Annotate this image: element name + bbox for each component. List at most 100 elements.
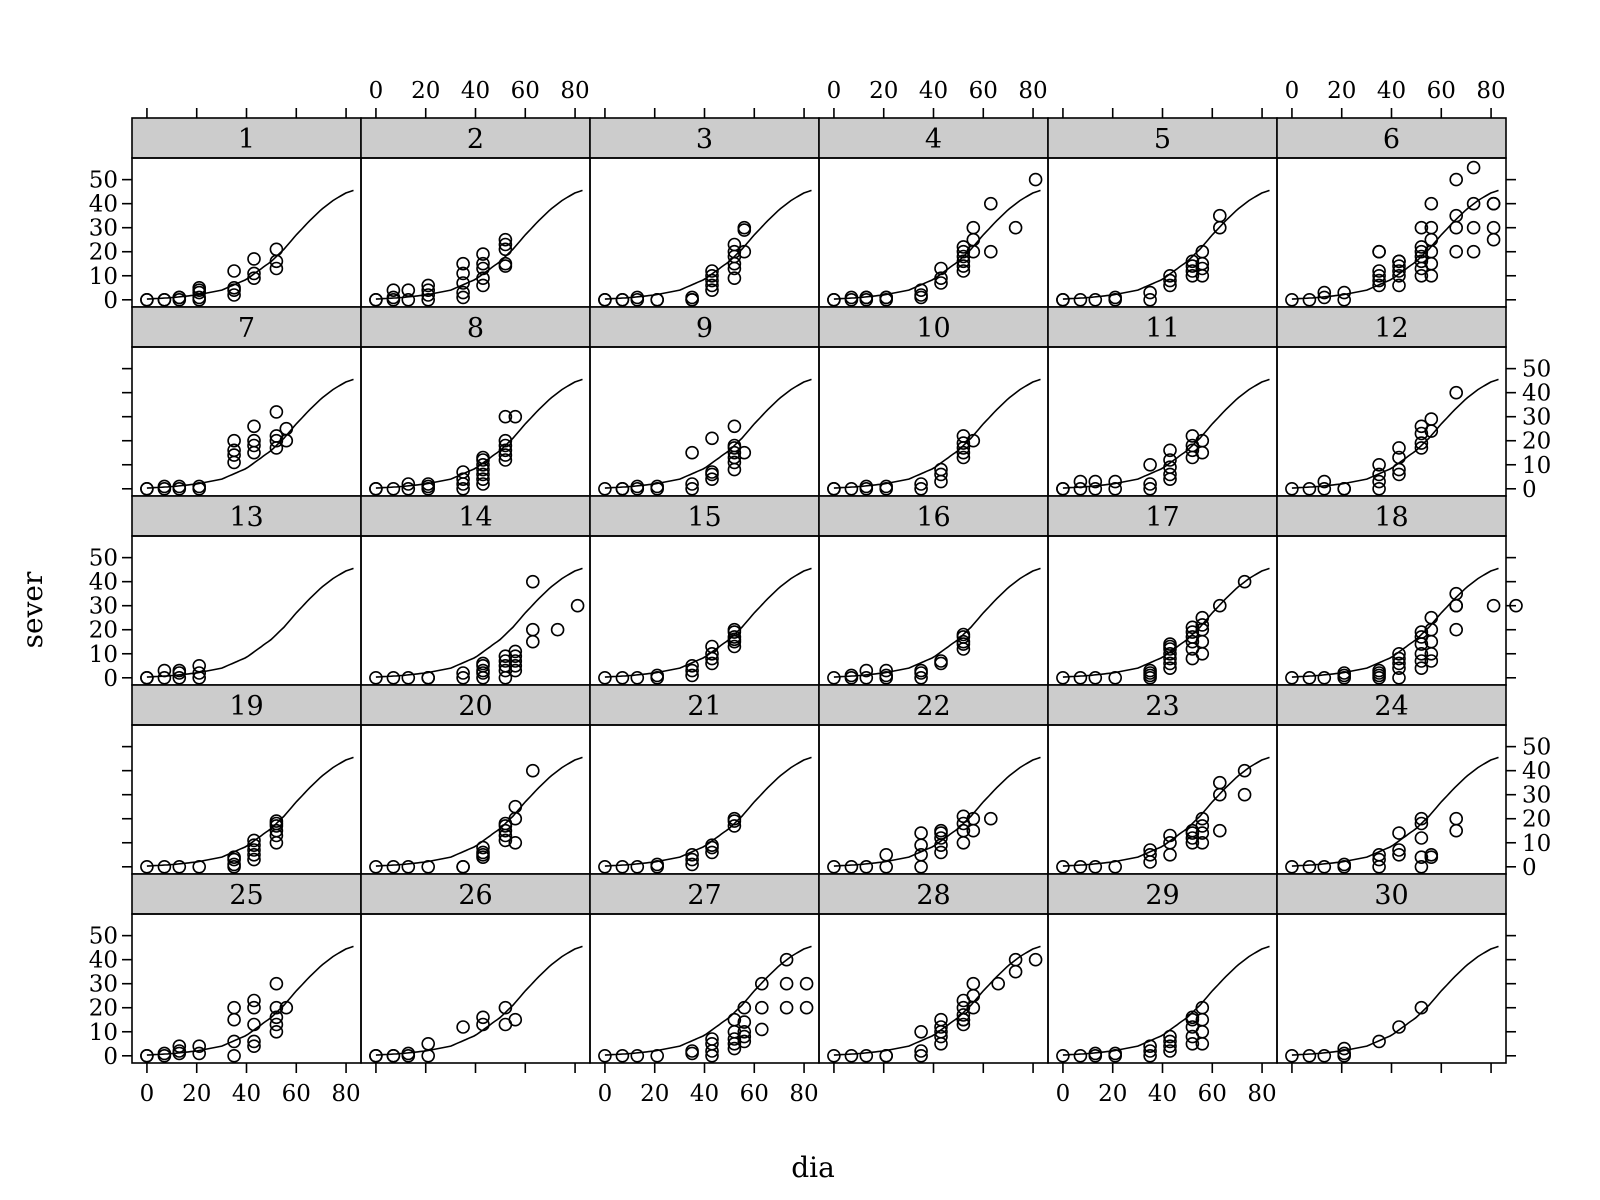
data-point [1163,1029,1177,1044]
strip-label: 28 [916,880,950,911]
data-point [476,663,490,678]
data-point [650,1049,665,1063]
data-point [1424,232,1439,247]
data-point [1088,670,1103,685]
strip [818,873,1049,915]
data-point [172,1044,187,1058]
data-point [157,292,172,307]
panel: 29 [1047,873,1278,1064]
data-point [705,1032,719,1046]
data-point [1449,172,1463,187]
data-point [879,663,894,678]
strip-label: 25 [229,880,263,911]
data-point [1392,467,1406,482]
data-point [1143,1039,1157,1053]
data-point [269,1025,284,1039]
panel: 18 [1276,495,1523,686]
data-point [615,859,630,874]
data-point [650,668,665,683]
data-point [476,1017,490,1032]
data-point [966,988,981,1003]
strip-label: 10 [916,313,950,344]
data-point [914,826,928,840]
data-point [421,1049,436,1063]
data-point [737,1015,752,1029]
panel-frame [818,913,1049,1064]
data-point [1372,859,1386,874]
data-point [727,244,742,259]
data-point [247,852,261,867]
data-point [879,859,894,874]
data-point [1163,1034,1177,1049]
data-point [247,433,261,448]
data-point [421,288,436,302]
data-point [685,852,699,867]
data-point [650,857,665,872]
data-point [934,462,948,477]
data-point [737,1025,752,1039]
data-point [269,814,284,828]
data-point [1056,481,1070,496]
data-point [1414,244,1429,259]
strip [818,495,1049,537]
data-point [727,237,742,252]
data-point [476,467,490,482]
data-point [456,276,470,290]
data-point [705,278,719,293]
data-point [727,445,742,460]
data-point [827,859,841,874]
data-point [456,256,470,271]
data-point [1414,436,1429,450]
data-point [705,1037,719,1051]
data-point [157,479,172,494]
data-point [1414,654,1429,668]
data-point [1088,859,1103,874]
data-point [685,1044,699,1058]
data-point [401,1046,416,1061]
panel: 13 [131,495,362,686]
data-point [227,1000,241,1015]
data-point [1143,457,1157,472]
y-tick-label: 20 [1522,429,1551,455]
data-point [1392,656,1406,671]
data-point [705,465,719,479]
panel-frame [360,724,591,875]
data-point [1163,847,1177,862]
panel: 11 [1047,306,1278,497]
data-point [192,290,206,305]
data-point [1237,763,1252,778]
data-point [1056,670,1070,685]
data-point [1449,598,1463,613]
panel: 7 [131,306,362,497]
fitted-curve [833,756,1041,867]
data-point [1108,474,1122,489]
panel-frame [1047,913,1278,1064]
data-point [737,1029,752,1044]
data-point [386,290,401,305]
data-point [727,1032,742,1046]
data-point [1185,634,1200,649]
data-point [1449,385,1463,400]
data-point [1424,412,1439,426]
data-point [1285,1049,1299,1063]
strip-label: 2 [467,124,484,155]
data-point [570,598,585,613]
data-point [476,1010,490,1025]
strip [1276,117,1507,159]
data-point [227,433,241,448]
y-tick-label: 50 [89,546,118,572]
data-point [421,292,436,307]
data-point [956,1012,971,1027]
fitted-curve [146,945,354,1056]
strip [131,117,362,159]
x-tick-label: 40 [232,1081,261,1107]
data-point [1414,859,1429,874]
data-point [1302,859,1317,874]
data-point [983,811,998,826]
data-point [1185,1037,1200,1051]
data-point [1337,285,1351,300]
data-point [421,283,436,298]
panel: 23 [1047,684,1278,875]
data-point [727,1041,742,1056]
data-point [247,993,261,1008]
